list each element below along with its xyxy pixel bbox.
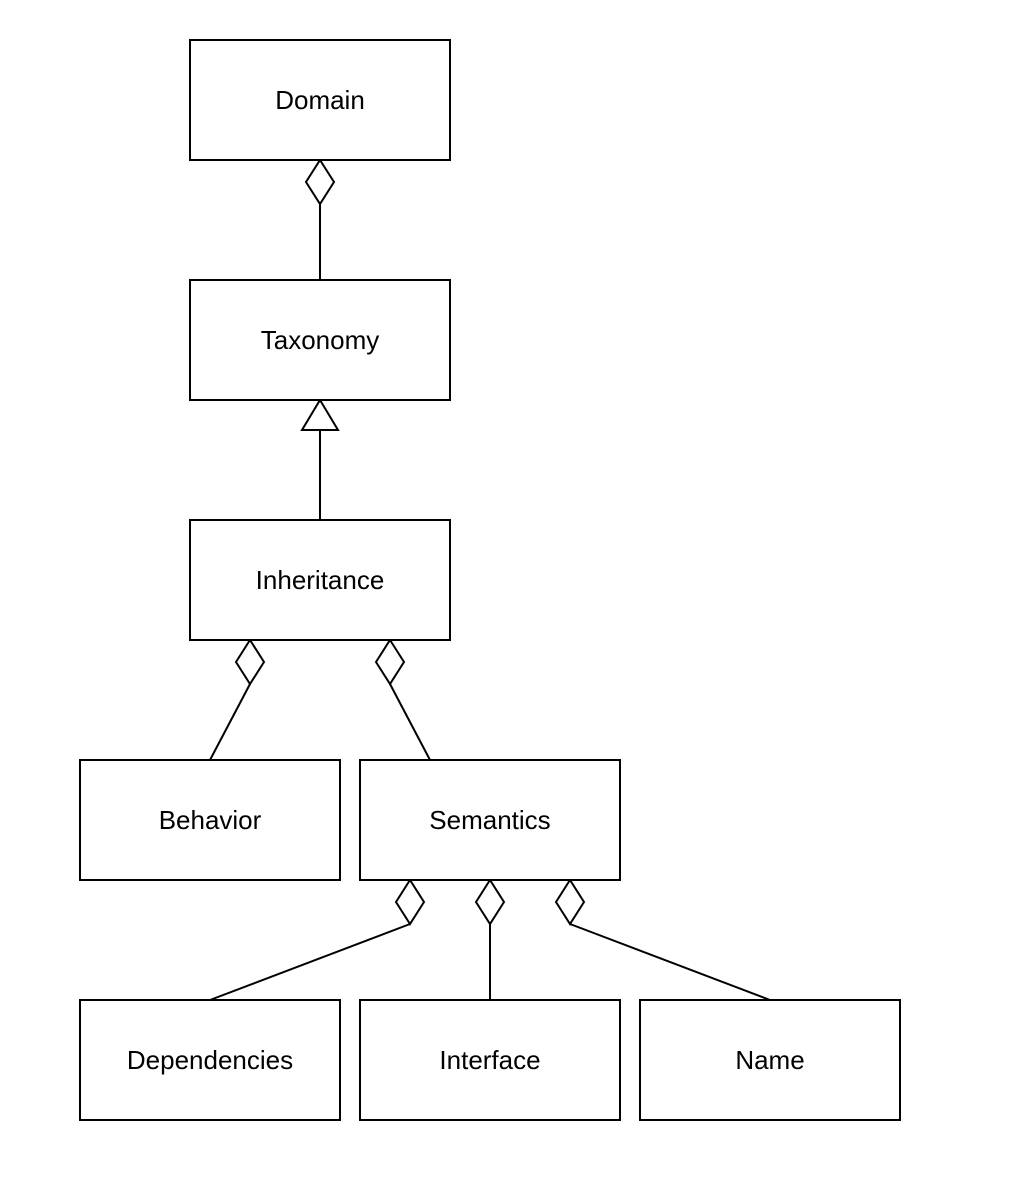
edge-marker-taxonomy-domain bbox=[306, 160, 334, 204]
edge-line-dependencies-semantics bbox=[210, 924, 410, 1000]
edge-marker-semantics-inheritance bbox=[376, 640, 404, 684]
node-label-taxonomy: Taxonomy bbox=[261, 325, 380, 355]
node-label-dependencies: Dependencies bbox=[127, 1045, 293, 1075]
node-label-inheritance: Inheritance bbox=[256, 565, 385, 595]
edge-behavior-inheritance bbox=[210, 640, 264, 760]
node-label-interface: Interface bbox=[439, 1045, 540, 1075]
edge-name-semantics bbox=[556, 880, 770, 1000]
edge-marker-inheritance-taxonomy bbox=[302, 400, 338, 430]
node-label-semantics: Semantics bbox=[429, 805, 550, 835]
edge-dependencies-semantics bbox=[210, 880, 424, 1000]
edge-line-semantics-inheritance bbox=[390, 684, 430, 760]
edge-line-name-semantics bbox=[570, 924, 770, 1000]
node-label-behavior: Behavior bbox=[159, 805, 262, 835]
node-behavior: Behavior bbox=[80, 760, 340, 880]
node-domain: Domain bbox=[190, 40, 450, 160]
edge-marker-dependencies-semantics bbox=[396, 880, 424, 924]
node-semantics: Semantics bbox=[360, 760, 620, 880]
edge-marker-behavior-inheritance bbox=[236, 640, 264, 684]
node-inheritance: Inheritance bbox=[190, 520, 450, 640]
node-taxonomy: Taxonomy bbox=[190, 280, 450, 400]
edge-marker-interface-semantics bbox=[476, 880, 504, 924]
edge-taxonomy-domain bbox=[306, 160, 334, 280]
edge-interface-semantics bbox=[476, 880, 504, 1000]
edge-line-behavior-inheritance bbox=[210, 684, 250, 760]
edge-semantics-inheritance bbox=[376, 640, 430, 760]
node-label-domain: Domain bbox=[275, 85, 365, 115]
node-label-name: Name bbox=[735, 1045, 804, 1075]
edge-inheritance-taxonomy bbox=[302, 400, 338, 520]
node-name: Name bbox=[640, 1000, 900, 1120]
edge-marker-name-semantics bbox=[556, 880, 584, 924]
uml-diagram: Domain Taxonomy Inheritance Behavior Semanti… bbox=[0, 0, 1031, 1200]
node-interface: Interface bbox=[360, 1000, 620, 1120]
node-dependencies: Dependencies bbox=[80, 1000, 340, 1120]
